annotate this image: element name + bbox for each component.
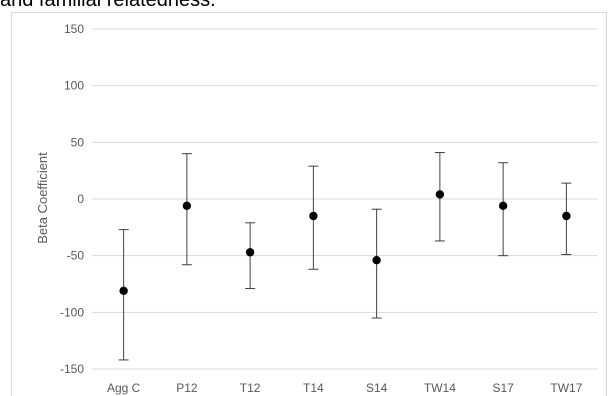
y-tick-label: -50	[67, 249, 85, 263]
x-tick-label: TW14	[424, 381, 456, 395]
y-tick-label: -150	[60, 362, 84, 376]
x-tick-label: S17	[492, 381, 514, 395]
x-tick-label: P12	[176, 381, 198, 395]
y-tick-label: 50	[71, 135, 85, 149]
x-tick-label: T12	[240, 381, 261, 395]
y-tick-labels: 150 100 50 0 -50 -100 -150	[60, 22, 84, 376]
y-axis-label: Beta Coefficient	[35, 152, 50, 244]
data-point-t14	[309, 211, 318, 221]
data-point-t12	[245, 248, 255, 257]
data-point-p12	[182, 201, 192, 210]
x-tick-label: S14	[366, 381, 388, 395]
y-tick-label: 100	[64, 79, 84, 93]
caption-text: and familial relatedness.	[0, 0, 216, 11]
x-tick-label: T14	[303, 381, 324, 395]
x-tick-labels: Agg C P12 T12 T14 S14 TW14 S17 TW17	[107, 381, 583, 395]
data-point-tw17	[562, 211, 571, 221]
x-tick-label: Agg C	[107, 381, 141, 395]
y-tick-label: 150	[64, 22, 84, 36]
error-bars	[118, 152, 572, 361]
grid-layer	[92, 28, 598, 370]
y-tick-label: 0	[77, 192, 84, 206]
chart-frame	[11, 12, 607, 396]
data-point-s17	[498, 201, 508, 210]
y-tick-label: -100	[60, 305, 84, 319]
data-point-tw14	[435, 190, 445, 199]
data-points	[119, 190, 571, 295]
x-tick-label: TW17	[550, 381, 582, 395]
data-point-s14	[372, 256, 381, 265]
data-point-agg-c	[119, 286, 128, 295]
